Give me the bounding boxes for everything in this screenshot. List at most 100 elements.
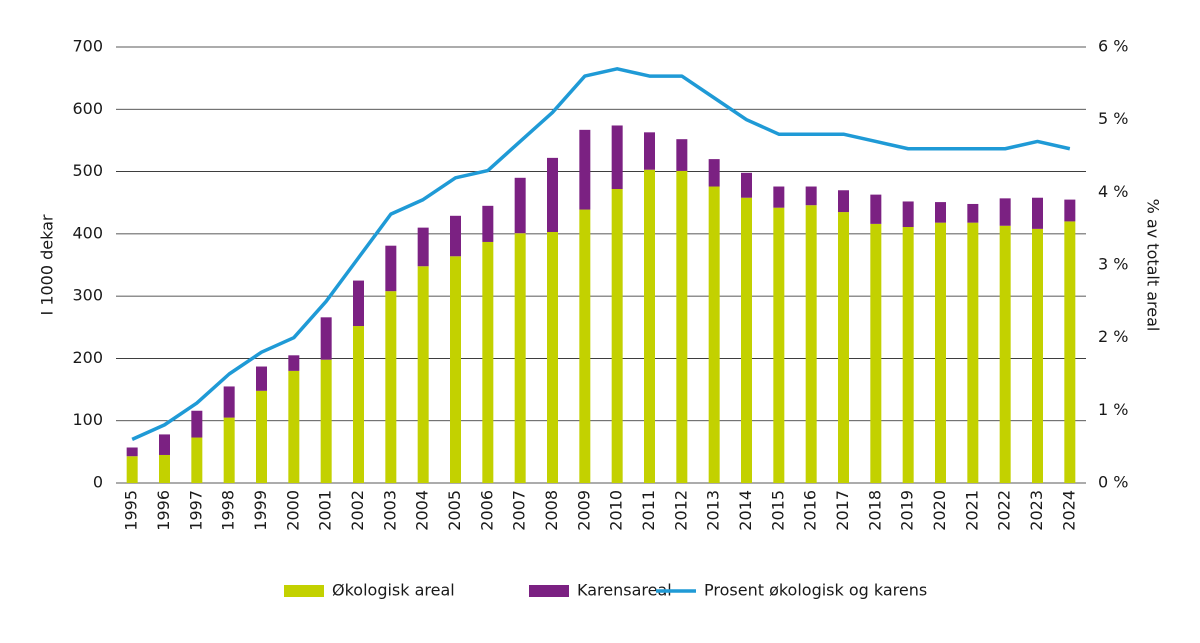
bar [935,202,946,223]
x-tick-label: 2014 [736,490,755,531]
bar [967,222,979,483]
bar [999,198,1011,226]
y-axis-label: I 1000 dekar [38,214,57,315]
bar [644,132,655,170]
bar [223,417,235,483]
x-tick-label: 2002 [348,490,367,531]
bar [708,186,720,483]
x-tick-label: 2021 [962,490,981,531]
x-tick-label: 1997 [186,490,205,531]
bar [1064,199,1076,222]
y2-tick-label: 6 % [1098,37,1128,56]
bar [450,256,461,483]
x-tick-label: 1995 [122,490,141,531]
y2-tick-label: 4 % [1098,182,1128,201]
y-tick-label: 200 [72,348,103,367]
bar [805,186,817,206]
bar [126,447,138,457]
bar [385,291,397,483]
bar [676,170,688,483]
bar [967,203,979,223]
x-tick-label: 2018 [865,490,884,531]
x-tick-label: 2001 [316,490,335,531]
legend-label: Prosent økologisk og karens [704,581,927,600]
bar [288,370,300,483]
y-tick-label: 500 [72,161,103,180]
bar [676,139,688,171]
y-tick-label: 100 [72,410,103,429]
bar [611,189,623,484]
y2-tick-label: 3 % [1098,255,1128,274]
x-tick-label: 2017 [833,490,852,531]
bar [870,194,882,224]
x-tick-label: 2004 [413,490,432,531]
bar [805,205,817,483]
bar [159,434,170,455]
bar [320,359,332,483]
bar [126,456,138,483]
bar [159,454,170,483]
x-tick-label: 2007 [510,490,529,531]
y2-tick-label: 5 % [1098,109,1128,128]
bar [417,227,429,267]
legend-swatch [284,585,324,597]
legend-label: Økologisk areal [332,581,455,600]
bar [256,390,267,483]
bar [902,201,914,228]
bar [417,266,429,483]
x-tick-label: 2020 [930,490,949,531]
y2-axis-label: % av totalt areal [1144,199,1163,332]
legend-label: Karensareal [577,581,672,600]
bar [999,225,1011,483]
bar [547,157,558,232]
bar [1032,197,1043,229]
bar [838,212,849,484]
y-tick-label: 700 [72,37,103,56]
bar [741,197,752,483]
bar [353,326,364,483]
bar [1064,221,1076,483]
x-tick-label: 2009 [574,490,593,531]
x-tick-label: 2005 [445,490,464,531]
bar [514,233,526,483]
x-tick-label: 2015 [768,490,787,531]
bar [256,366,267,391]
y-tick-label: 600 [72,99,103,118]
bar [482,241,494,483]
bar [191,437,203,483]
bar [450,215,461,257]
x-tick-label: 2016 [801,490,820,531]
legend-swatch [529,585,569,597]
bar [385,245,397,292]
bar [514,177,526,234]
x-tick-label: 1999 [251,490,270,531]
bar [870,223,882,484]
bar [288,355,300,371]
y2-tick-label: 2 % [1098,327,1128,346]
bar [223,386,235,418]
x-tick-label: 2022 [995,490,1014,531]
bar [611,125,623,190]
y-tick-label: 300 [72,286,103,305]
bar [1032,228,1043,483]
x-tick-label: 2003 [380,490,399,531]
bar [902,227,914,483]
x-tick-label: 2024 [1059,490,1078,531]
bar [708,159,720,187]
x-tick-label: 2006 [477,490,496,531]
bar [579,129,591,210]
bar [773,207,785,483]
y2-tick-label: 1 % [1098,400,1128,419]
bar [773,186,785,208]
bar [838,190,849,213]
x-tick-label: 2012 [671,490,690,531]
bar [644,169,655,483]
x-tick-label: 2013 [704,490,723,531]
x-tick-label: 2000 [283,490,302,531]
bar [353,280,364,327]
x-tick-label: 2023 [1027,490,1046,531]
x-tick-label: 1996 [154,490,173,531]
x-tick-label: 2008 [542,490,561,531]
bar [547,231,558,483]
